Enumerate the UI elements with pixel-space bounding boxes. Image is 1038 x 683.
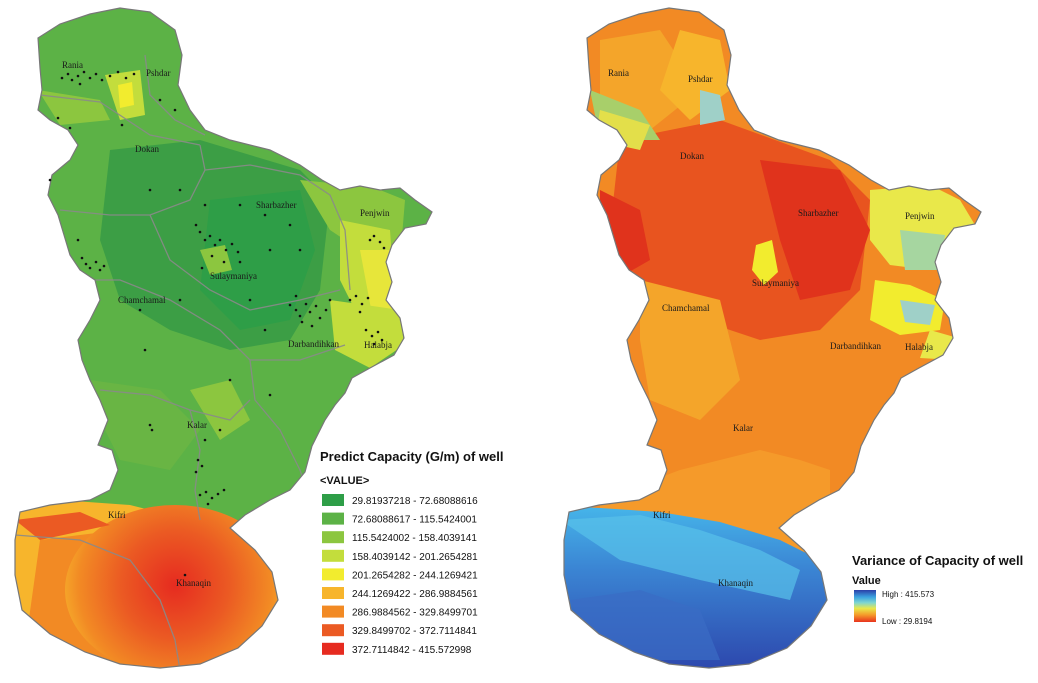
place-label-rania: Rania <box>608 68 629 78</box>
legend-class-label: 286.9884562 - 329.8499701 <box>352 608 478 619</box>
place-label-sulaymaniya: Sulaymaniya <box>752 278 799 288</box>
place-label-kalar: Kalar <box>187 420 207 430</box>
legend-swatch <box>322 549 344 562</box>
legend-title: Variance of Capacity of well <box>852 553 1023 568</box>
legend-class-label: 244.1269422 - 286.9884561 <box>352 589 478 600</box>
legend-class-label: 115.5424002 - 158.4039141 <box>352 533 477 544</box>
legend-class-label: 201.2654282 - 244.1269421 <box>352 570 478 581</box>
place-label-chamchamal: Chamchamal <box>118 295 166 305</box>
well-points <box>48 70 386 577</box>
legend-swatch <box>322 587 344 599</box>
variance-capacity-map: Rania Pshdar Dokan Sharbazher Penjwin Su… <box>563 7 982 669</box>
place-label-pshdar: Pshdar <box>146 68 171 78</box>
legend-swatch <box>322 494 344 506</box>
predicted-capacity-legend: Predict Capacity (G/m) of well <VALUE> 2… <box>320 449 504 656</box>
place-label-sulaymaniya: Sulaymaniya <box>210 271 257 281</box>
place-label-darbandihkan: Darbandihkan <box>830 341 881 351</box>
place-label-sharbazher: Sharbazher <box>798 208 838 218</box>
place-label-dokan: Dokan <box>135 144 159 154</box>
legend-subtitle: Value <box>852 575 881 587</box>
place-label-khanaqin: Khanaqin <box>176 578 211 588</box>
legend-swatch <box>322 531 344 544</box>
legend-class-label: 329.8499702 - 372.7114841 <box>352 626 477 637</box>
place-label-chamchamal: Chamchamal <box>662 303 710 313</box>
place-label-khanaqin: Khanaqin <box>718 578 753 588</box>
legend-class-label: 72.68088617 - 115.5424001 <box>352 515 477 526</box>
place-label-dokan: Dokan <box>680 151 704 161</box>
place-label-halabja: Halabja <box>364 340 392 350</box>
legend-swatch <box>322 568 344 581</box>
place-label-kifri: Kifri <box>108 510 126 520</box>
place-label-kifri: Kifri <box>653 510 671 520</box>
place-label-penjwin: Penjwin <box>905 211 935 221</box>
place-label-sharbazher: Sharbazher <box>256 200 296 210</box>
legend-subtitle: <VALUE> <box>320 475 369 487</box>
place-label-penjwin: Penjwin <box>360 208 390 218</box>
place-label-rania: Rania <box>62 60 83 70</box>
place-label-darbandihkan: Darbandihkan <box>288 339 339 349</box>
legend-class-label: 158.4039142 - 201.2654281 <box>352 552 478 563</box>
place-label-pshdar: Pshdar <box>688 74 713 84</box>
legend-swatch <box>322 642 344 655</box>
legend-swatch <box>322 512 344 525</box>
legend-swatch <box>322 605 344 618</box>
legend-low-label: Low : 29.8194 <box>882 617 933 626</box>
legend-class-label: 372.7114842 - 415.572998 <box>352 645 472 656</box>
legend-color-ramp <box>854 590 876 622</box>
legend-class-label: 29.81937218 - 72.68088616 <box>352 496 478 507</box>
legend-swatch <box>322 624 344 637</box>
legend-classes: 29.81937218 - 72.68088616 72.68088617 - 1… <box>322 494 478 656</box>
place-label-kalar: Kalar <box>733 423 753 433</box>
legend-title: Predict Capacity (G/m) of well <box>320 449 504 464</box>
legend-high-label: High : 415.573 <box>882 590 935 599</box>
variance-capacity-legend: Variance of Capacity of well Value High … <box>852 553 1023 626</box>
place-label-halabja: Halabja <box>905 342 933 352</box>
